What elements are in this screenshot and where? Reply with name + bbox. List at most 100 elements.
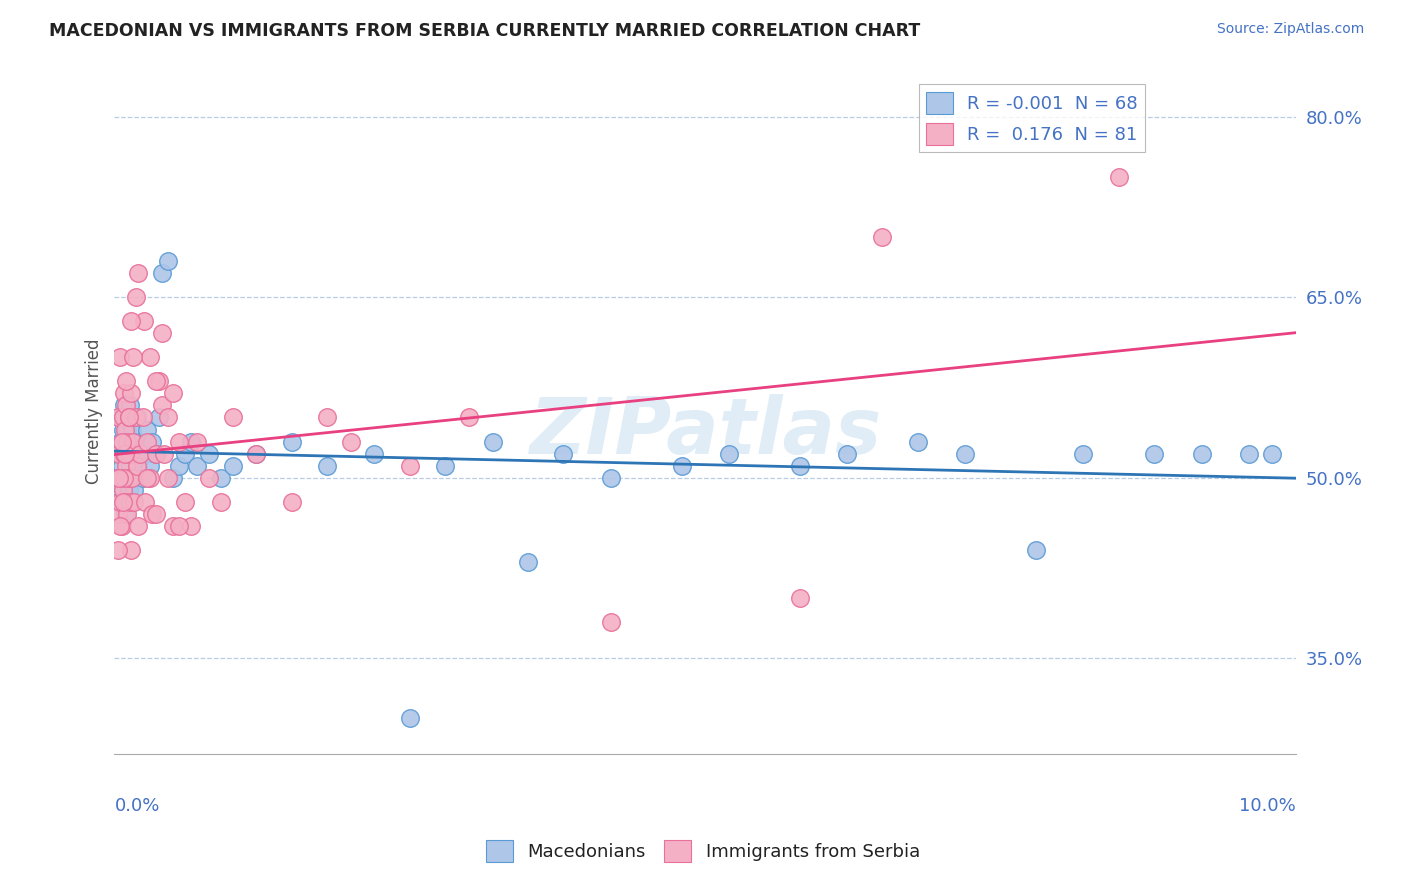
Text: 10.0%: 10.0% — [1239, 797, 1296, 814]
Point — [141, 434, 163, 449]
Point — [125, 446, 148, 460]
Point — [111, 423, 134, 437]
Point — [115, 410, 138, 425]
Point — [553, 446, 575, 460]
Point — [599, 470, 621, 484]
Point — [134, 494, 156, 508]
Point — [434, 458, 457, 473]
Point — [221, 410, 243, 425]
Point — [117, 410, 139, 425]
Point — [117, 507, 139, 521]
Point — [125, 290, 148, 304]
Point — [125, 410, 148, 425]
Point — [105, 446, 128, 460]
Text: MACEDONIAN VS IMMIGRANTS FROM SERBIA CURRENTLY MARRIED CORRELATION CHART: MACEDONIAN VS IMMIGRANTS FROM SERBIA CUR… — [49, 22, 921, 40]
Point — [316, 458, 339, 473]
Point — [110, 518, 132, 533]
Point — [117, 483, 139, 497]
Point — [110, 518, 132, 533]
Point — [186, 458, 208, 473]
Point — [139, 351, 162, 365]
Point — [180, 518, 202, 533]
Point — [186, 434, 208, 449]
Point — [156, 470, 179, 484]
Point — [1191, 446, 1213, 460]
Point — [120, 386, 142, 401]
Point — [145, 375, 167, 389]
Point — [112, 399, 135, 413]
Point — [132, 470, 155, 484]
Point — [112, 470, 135, 484]
Point — [134, 446, 156, 460]
Text: ZIPatlas: ZIPatlas — [529, 394, 882, 470]
Point — [280, 494, 302, 508]
Point — [153, 446, 176, 460]
Point — [671, 458, 693, 473]
Point — [114, 423, 136, 437]
Point — [180, 434, 202, 449]
Point — [124, 483, 146, 497]
Point — [1025, 542, 1047, 557]
Point — [117, 423, 139, 437]
Point — [125, 458, 148, 473]
Point — [122, 351, 145, 365]
Point — [110, 351, 132, 365]
Point — [107, 410, 129, 425]
Point — [1237, 446, 1260, 460]
Point — [132, 410, 155, 425]
Point — [717, 446, 740, 460]
Point — [156, 254, 179, 268]
Point — [114, 446, 136, 460]
Point — [1108, 169, 1130, 184]
Point — [112, 470, 135, 484]
Point — [107, 507, 129, 521]
Point — [118, 399, 141, 413]
Legend: R = -0.001  N = 68, R =  0.176  N = 81: R = -0.001 N = 68, R = 0.176 N = 81 — [918, 85, 1146, 152]
Point — [209, 494, 232, 508]
Point — [145, 446, 167, 460]
Point — [121, 423, 143, 437]
Point — [162, 518, 184, 533]
Point — [139, 458, 162, 473]
Point — [136, 423, 159, 437]
Point — [108, 410, 131, 425]
Point — [111, 494, 134, 508]
Point — [481, 434, 503, 449]
Point — [110, 470, 132, 484]
Point — [127, 518, 149, 533]
Point — [121, 470, 143, 484]
Point — [148, 410, 170, 425]
Point — [110, 494, 132, 508]
Point — [198, 470, 221, 484]
Point — [198, 446, 221, 460]
Point — [1261, 446, 1284, 460]
Point — [789, 591, 811, 605]
Point — [789, 458, 811, 473]
Point — [125, 410, 148, 425]
Point — [110, 458, 132, 473]
Point — [162, 470, 184, 484]
Point — [132, 314, 155, 328]
Point — [117, 470, 139, 484]
Point — [398, 711, 420, 725]
Point — [124, 494, 146, 508]
Point — [105, 470, 128, 484]
Point — [174, 446, 197, 460]
Point — [112, 446, 135, 460]
Point — [117, 434, 139, 449]
Point — [115, 458, 138, 473]
Point — [169, 458, 191, 473]
Point — [111, 483, 134, 497]
Point — [221, 458, 243, 473]
Point — [953, 446, 976, 460]
Point — [169, 434, 191, 449]
Point — [174, 494, 197, 508]
Point — [118, 446, 141, 460]
Point — [115, 446, 138, 460]
Point — [114, 434, 136, 449]
Point — [122, 434, 145, 449]
Point — [156, 410, 179, 425]
Point — [1143, 446, 1166, 460]
Point — [363, 446, 385, 460]
Point — [141, 507, 163, 521]
